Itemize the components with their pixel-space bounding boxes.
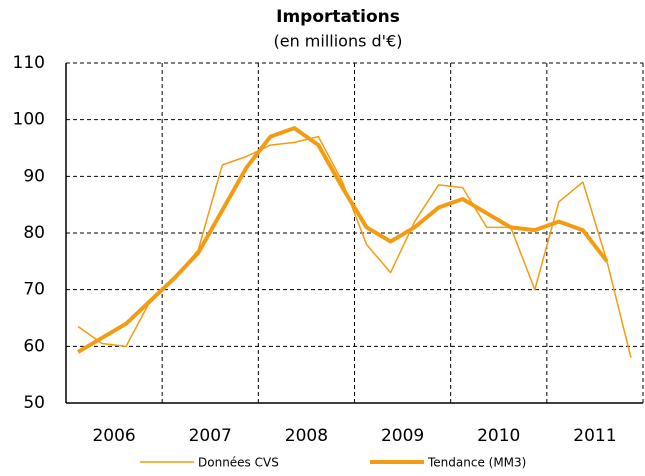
y-tick-label: 110: [13, 53, 45, 73]
x-tick-label: 2010: [477, 426, 520, 446]
x-tick-label: 2008: [285, 426, 328, 446]
y-tick-label: 100: [13, 110, 45, 130]
y-tick-label: 80: [23, 223, 45, 243]
y-tick-label: 70: [23, 280, 45, 300]
x-tick-label: 2007: [189, 426, 232, 446]
legend-label: Données CVS: [198, 456, 279, 470]
x-tick-label: 2011: [573, 426, 616, 446]
x-tick-label: 2006: [92, 426, 135, 446]
y-tick-label: 60: [23, 336, 45, 356]
chart-subtitle: (en millions d'€): [273, 32, 402, 51]
series-line: [77, 126, 609, 354]
legend-label: Tendance (MM3): [427, 456, 526, 470]
y-tick-label: 50: [23, 393, 45, 413]
x-tick-label: 2009: [381, 426, 424, 446]
chart-title: Importations: [276, 7, 400, 27]
y-tick-label: 90: [23, 166, 45, 186]
